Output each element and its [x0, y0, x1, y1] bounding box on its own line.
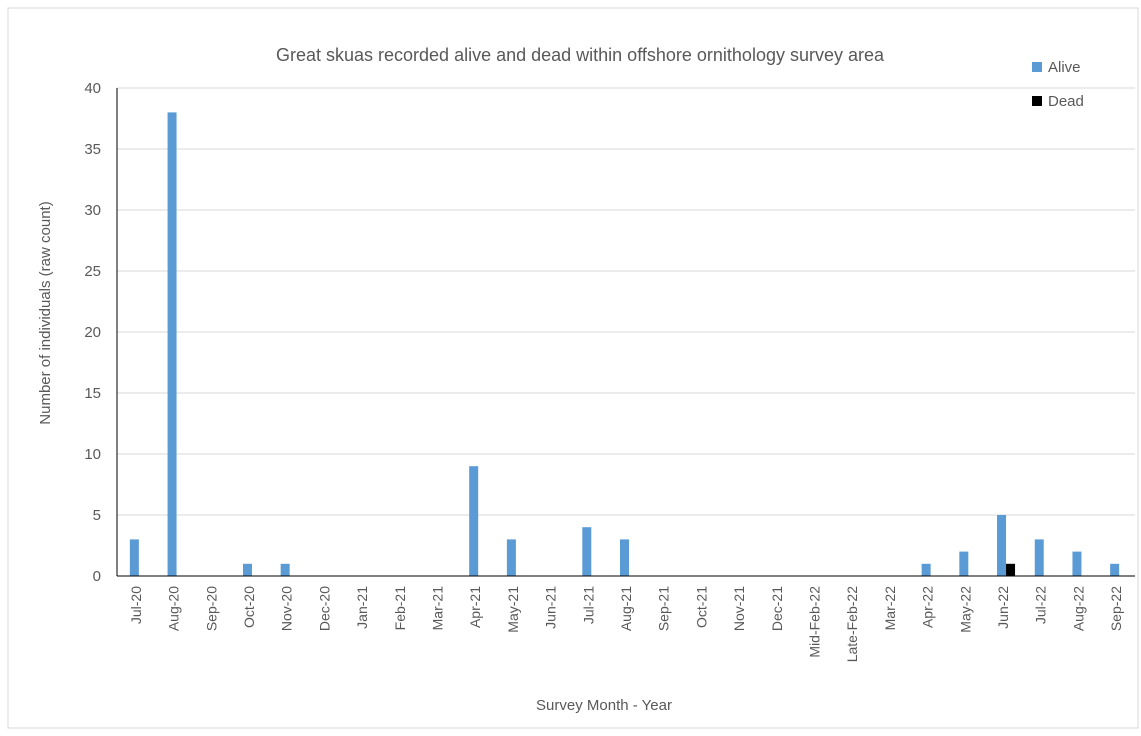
x-axis-label: Survey Month - Year [536, 697, 672, 714]
x-tick-label: Dec-21 [769, 586, 785, 631]
x-tick-label: Jul-22 [1033, 586, 1049, 624]
y-tick-label: 10 [84, 446, 101, 463]
x-tick-label: Oct-20 [241, 586, 257, 628]
y-tick-label: 30 [84, 202, 101, 219]
bar-alive [959, 551, 969, 576]
bar-alive [1072, 551, 1082, 576]
x-tick-label: May-21 [505, 586, 521, 633]
bar-alive [582, 527, 592, 576]
y-tick-label: 5 [93, 507, 101, 524]
bars [129, 112, 1120, 577]
bar-dead [1006, 563, 1016, 576]
x-tick-label: Jun-22 [995, 586, 1011, 629]
gridlines [117, 87, 1135, 516]
legend-entry-alive: Alive [1032, 59, 1081, 76]
x-tick-label: Jul-21 [580, 586, 596, 624]
x-tick-label: Feb-21 [392, 586, 408, 631]
bar-alive [620, 539, 629, 576]
y-tick-label: 20 [84, 324, 101, 341]
legend-swatch [1032, 62, 1042, 72]
bar-alive [1034, 539, 1044, 576]
bar-alive [242, 563, 252, 576]
x-tick-label: Sep-22 [1108, 586, 1124, 631]
y-tick-label: 15 [84, 385, 101, 402]
x-tick-label: Apr-21 [467, 586, 483, 628]
bar-alive [469, 466, 479, 576]
x-tick-label: Jan-21 [354, 586, 370, 629]
x-tick-label: Late-Feb-22 [844, 586, 860, 662]
legend-entry-dead: Dead [1032, 93, 1084, 110]
x-tick-label: Aug-22 [1070, 586, 1086, 631]
x-tick-label: Mar-22 [882, 586, 898, 631]
x-tick-label: Dec-20 [316, 586, 332, 631]
x-tick-label: Aug-20 [166, 586, 182, 631]
x-tick-label: Sep-20 [203, 586, 219, 631]
bar-alive [280, 563, 290, 576]
x-tick-label: Aug-21 [618, 586, 634, 631]
x-tick-label: Sep-21 [656, 586, 672, 631]
x-tick-label: Nov-21 [731, 586, 747, 631]
axes: 0 5 10 15 20 25 30 35 40 Jul-20 Aug-20 Sep-20 Oct-20… [84, 80, 1135, 662]
x-tick-label: Jul-20 [128, 586, 144, 624]
y-tick-label: 0 [93, 568, 101, 585]
y-tick-label: 25 [84, 263, 101, 280]
legend-swatch [1032, 96, 1042, 106]
legend-label: Dead [1048, 93, 1084, 110]
bar-alive [167, 112, 177, 577]
y-tick-label: 40 [84, 80, 101, 97]
x-tick-label: Mid-Feb-22 [807, 586, 823, 658]
y-tick-label: 35 [84, 141, 101, 158]
chart-title: Great skuas recorded alive and dead with… [276, 45, 885, 65]
x-tick-label: Oct-21 [693, 586, 709, 628]
y-axis-label: Number of individuals (raw count) [37, 201, 54, 424]
legend: Alive Dead [1032, 59, 1084, 110]
x-tick-label: Mar-21 [429, 586, 445, 631]
bar-alive [997, 515, 1007, 576]
x-tick-label: Apr-22 [920, 586, 936, 628]
bar-alive [1110, 563, 1120, 576]
x-tick-label: May-22 [957, 586, 973, 633]
bar-alive [921, 563, 931, 576]
bar-alive [129, 539, 139, 576]
bar-alive [506, 539, 516, 576]
legend-label: Alive [1048, 59, 1081, 76]
x-tick-label: Nov-20 [279, 586, 295, 631]
x-tick-label: Jun-21 [543, 586, 559, 629]
